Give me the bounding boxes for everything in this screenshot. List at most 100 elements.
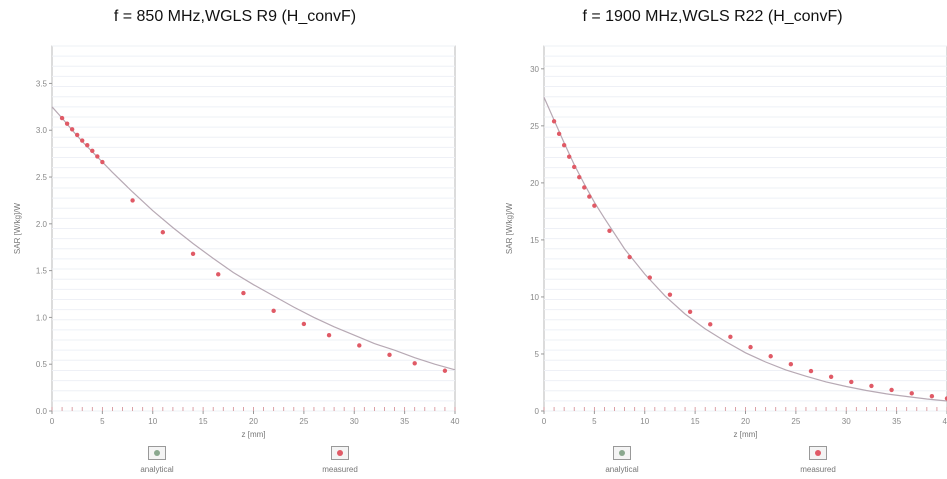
measured-point <box>768 354 773 359</box>
analytical-curve <box>543 97 947 402</box>
legend-measured[interactable]: measured <box>300 446 380 474</box>
measured-point <box>412 361 417 366</box>
measured-point <box>687 309 693 314</box>
x-tick-label: 5 <box>100 417 105 426</box>
y-tick-label: 2.5 <box>36 173 48 182</box>
y-tick-label: 3.5 <box>36 79 48 88</box>
x-tick-label: 0 <box>542 417 547 426</box>
chart-panel-850mhz: f = 850 MHz,WGLS R9 (H_convF) 0 5 10 15 20 25… <box>0 0 470 479</box>
y-tick-label: 30 <box>530 65 539 74</box>
measured-point <box>59 115 65 121</box>
measured-point <box>95 154 100 159</box>
x-tick-label: 40 <box>943 417 947 426</box>
y-tick-label: 5 <box>535 350 540 359</box>
measured-point <box>241 290 246 296</box>
measured-point <box>357 343 362 348</box>
y-tick-label: 1.5 <box>36 267 48 276</box>
measured-point <box>387 352 392 358</box>
x-tick-label: 30 <box>350 417 359 426</box>
sar-plot-1900mhz: 0 5 10 15 20 25 30 35 40 0 5 10 15 20 25 30 z [mm] SAR [W… <box>505 45 947 439</box>
measured-point <box>130 198 135 203</box>
x-tick-label: 10 <box>148 417 157 426</box>
legend-analytical-swatch <box>148 446 166 460</box>
measured-point <box>582 185 587 190</box>
measured-point <box>301 321 307 327</box>
x-tick-label: 5 <box>592 417 597 426</box>
x-tick-label: 35 <box>400 417 409 426</box>
chart-panel-1900mhz: f = 1900 MHz,WGLS R22 (H_convF) 0 5 10 15 20… <box>478 0 947 479</box>
measured-point <box>190 251 196 256</box>
legend-analytical-label: analytical <box>140 465 174 474</box>
measured-point <box>69 127 75 132</box>
y-tick-label: 3.0 <box>36 126 48 135</box>
legend-analytical-swatch <box>613 446 631 460</box>
x-tick-label: 20 <box>249 417 258 426</box>
measured-point <box>667 292 673 297</box>
x-tick-label: 35 <box>892 417 901 426</box>
measured-point <box>442 368 448 373</box>
legend-measured-swatch <box>331 446 349 460</box>
x-tick-label: 15 <box>691 417 700 426</box>
measured-point <box>748 344 753 350</box>
measured-point <box>326 332 332 338</box>
measured-point <box>572 164 577 170</box>
measured-point <box>90 148 95 154</box>
y-tick-label: 2.0 <box>36 220 48 229</box>
x-tick-label: 25 <box>299 417 308 426</box>
legend-analytical-label: analytical <box>605 465 639 474</box>
measured-point <box>708 322 713 327</box>
measured-point <box>647 275 652 280</box>
measured-point <box>556 131 562 137</box>
measured-point <box>808 368 814 374</box>
measured-point <box>929 393 935 399</box>
measured-point <box>627 254 632 260</box>
y-tick-label: 0.5 <box>36 360 48 369</box>
x-tick-label: 15 <box>199 417 208 426</box>
x-tick-label: 20 <box>741 417 750 426</box>
measured-point <box>587 194 592 199</box>
measured-point <box>849 379 854 385</box>
measured-point <box>728 334 733 340</box>
x-tick-label: 30 <box>842 417 851 426</box>
measured-point <box>100 159 105 165</box>
y-tick-label: 1.0 <box>36 313 48 322</box>
y-tick-label: 0.0 <box>36 407 48 416</box>
measured-point <box>551 119 557 124</box>
legend-measured-label: measured <box>322 465 358 474</box>
x-tick-label: 40 <box>451 417 460 426</box>
y-tick-label: 0 <box>535 407 540 416</box>
legend-measured[interactable]: measured <box>778 446 858 474</box>
legend-analytical[interactable]: analytical <box>582 446 662 474</box>
measured-point <box>74 132 80 138</box>
measured-point <box>561 143 567 148</box>
legend-analytical[interactable]: analytical <box>117 446 197 474</box>
y-tick-label: 25 <box>530 122 539 131</box>
legend-measured-swatch <box>809 446 827 460</box>
legend-measured-label: measured <box>800 465 836 474</box>
measured-point <box>909 391 914 396</box>
y-tick-label: 10 <box>530 293 539 302</box>
y-axis-label: SAR [W/kg]/W <box>13 203 22 255</box>
measured-point <box>216 272 221 277</box>
x-axis-label: z [mm] <box>734 430 758 439</box>
measured-point <box>889 387 894 393</box>
measured-point <box>160 230 166 235</box>
measured-point <box>828 374 834 379</box>
x-axis-label: z [mm] <box>242 430 266 439</box>
measured-point <box>592 203 597 208</box>
y-tick-label: 15 <box>530 236 539 245</box>
measured-point <box>869 383 874 389</box>
measured-point <box>607 228 612 233</box>
measured-point <box>64 121 70 126</box>
measured-point <box>271 308 276 314</box>
x-tick-label: 0 <box>50 417 55 426</box>
y-axis-label: SAR [W/kg]/W <box>505 203 514 255</box>
y-tick-label: 20 <box>530 179 539 188</box>
sar-plot-850mhz: 0 5 10 15 20 25 30 35 40 0.0 0.5 1.0 1.5 2.0 2.5 3.0 3.5… <box>13 45 460 439</box>
measured-point <box>944 396 947 401</box>
measured-point <box>85 143 90 148</box>
chart-title: f = 850 MHz,WGLS R9 (H_convF) <box>113 8 357 25</box>
measured-point <box>80 138 85 143</box>
measured-point <box>566 154 572 159</box>
x-tick-label: 10 <box>640 417 649 426</box>
